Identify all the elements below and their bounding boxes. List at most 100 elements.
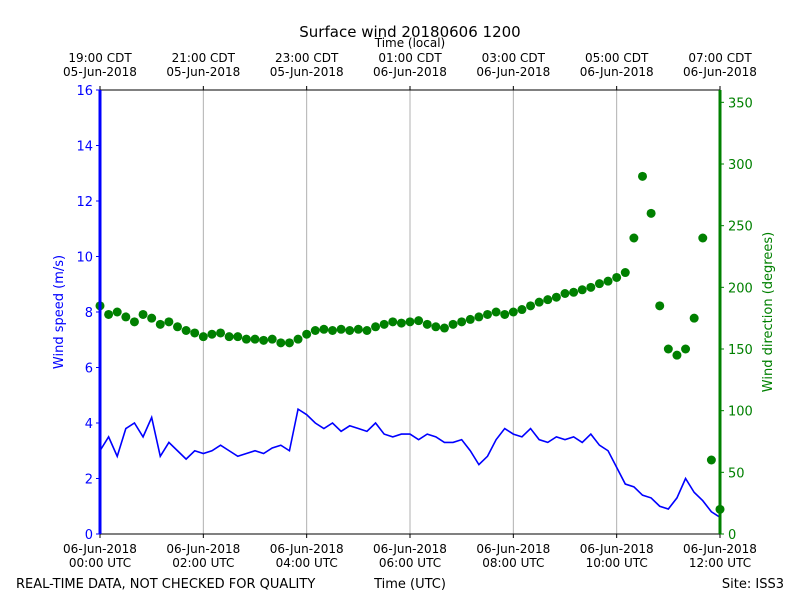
direction-point bbox=[155, 319, 165, 329]
direction-point bbox=[259, 335, 269, 345]
direction-point bbox=[439, 323, 449, 333]
direction-point bbox=[638, 171, 647, 181]
y-tick-label: 14 bbox=[76, 140, 93, 155]
top-x-tick-label: 23:00 CDT 05-Jun-2018 bbox=[270, 51, 344, 79]
y2-tick-label: 100 bbox=[728, 405, 753, 420]
direction-point bbox=[414, 316, 424, 326]
site-label: Site: ISS3 bbox=[722, 577, 784, 592]
direction-point bbox=[336, 324, 346, 334]
top-x-tick-label: 01:00 CDT 06-Jun-2018 bbox=[373, 51, 447, 79]
x-tick-label: 06-Jun-2018 00:00 UTC bbox=[63, 542, 137, 570]
y-tick-label: 10 bbox=[76, 251, 93, 266]
x-tick-label: 06-Jun-2018 04:00 UTC bbox=[270, 542, 344, 570]
direction-point bbox=[181, 326, 191, 335]
direction-point bbox=[594, 279, 604, 289]
x-axis-label: Time (UTC) bbox=[373, 577, 446, 592]
direction-point bbox=[508, 307, 518, 317]
y-tick-label: 6 bbox=[85, 362, 93, 377]
direction-point bbox=[457, 317, 467, 327]
direction-point bbox=[672, 350, 682, 360]
footer-note: REAL-TIME DATA, NOT CHECKED FOR QUALITY bbox=[16, 577, 315, 592]
direction-point bbox=[689, 313, 699, 323]
direction-point bbox=[577, 285, 587, 295]
x-tick-label: 06-Jun-2018 02:00 UTC bbox=[166, 542, 240, 570]
chart-title: Surface wind 20180606 1200 bbox=[299, 23, 520, 41]
y2-axis-label: Wind direction (degrees) bbox=[761, 232, 776, 392]
direction-point bbox=[500, 309, 510, 319]
direction-point bbox=[431, 322, 441, 332]
direction-point bbox=[388, 317, 398, 327]
y-axis-label: Wind speed (m/s) bbox=[52, 255, 67, 369]
direction-point bbox=[655, 301, 665, 311]
direction-point bbox=[328, 326, 337, 335]
direction-point bbox=[173, 322, 182, 332]
direction-point bbox=[698, 233, 708, 243]
direction-point bbox=[560, 289, 570, 298]
direction-point bbox=[112, 307, 122, 317]
direction-point bbox=[465, 314, 475, 324]
direction-point bbox=[646, 208, 656, 218]
direction-point bbox=[198, 332, 208, 342]
top-x-tick-label: 03:00 CDT 06-Jun-2018 bbox=[476, 51, 550, 79]
y-tick-label: 16 bbox=[76, 84, 93, 99]
direction-point bbox=[121, 312, 131, 322]
direction-point bbox=[396, 318, 406, 328]
direction-point bbox=[207, 329, 217, 339]
direction-point bbox=[629, 233, 639, 243]
direction-point bbox=[241, 334, 251, 344]
direction-point bbox=[517, 305, 527, 315]
direction-point bbox=[104, 309, 114, 319]
direction-point bbox=[586, 282, 596, 292]
top-x-tick-label: 07:00 CDT 06-Jun-2018 bbox=[683, 51, 757, 79]
top-x-tick-label: 19:00 CDT 05-Jun-2018 bbox=[63, 51, 137, 79]
direction-point bbox=[706, 455, 716, 465]
y2-tick-label: 200 bbox=[728, 281, 753, 296]
direction-point bbox=[147, 313, 157, 323]
direction-point bbox=[681, 344, 691, 354]
y2-tick-label: 50 bbox=[728, 466, 745, 481]
direction-point bbox=[379, 319, 389, 329]
direction-point bbox=[483, 309, 492, 319]
direction-point bbox=[526, 301, 536, 311]
direction-point bbox=[663, 344, 673, 354]
direction-point bbox=[603, 276, 613, 286]
top-axis-label: Time (local) bbox=[374, 36, 446, 50]
direction-point bbox=[319, 324, 329, 334]
direction-point bbox=[422, 319, 432, 329]
direction-point bbox=[405, 317, 415, 327]
direction-point bbox=[233, 332, 243, 342]
direction-point bbox=[448, 319, 458, 329]
x-tick-label: 06-Jun-2018 12:00 UTC bbox=[683, 542, 757, 570]
top-x-tick-label: 21:00 CDT 05-Jun-2018 bbox=[166, 51, 240, 79]
y-tick-label: 2 bbox=[85, 473, 93, 488]
direction-point bbox=[612, 272, 622, 282]
top-x-tick-label: 05:00 CDT 06-Jun-2018 bbox=[580, 51, 654, 79]
direction-point bbox=[345, 326, 355, 335]
x-tick-label: 06-Jun-2018 06:00 UTC bbox=[373, 542, 447, 570]
direction-point bbox=[534, 297, 544, 307]
direction-point bbox=[129, 317, 139, 327]
direction-point bbox=[284, 338, 294, 348]
direction-point bbox=[551, 292, 561, 302]
direction-point bbox=[293, 334, 303, 344]
y-tick-label: 12 bbox=[76, 195, 93, 210]
direction-point bbox=[250, 334, 260, 344]
x-tick-label: 06-Jun-2018 08:00 UTC bbox=[476, 542, 550, 570]
y2-tick-label: 350 bbox=[728, 96, 753, 111]
direction-point bbox=[216, 328, 226, 338]
direction-point bbox=[267, 334, 277, 344]
direction-point bbox=[362, 326, 372, 335]
y-tick-label: 4 bbox=[85, 417, 93, 432]
direction-point bbox=[302, 329, 312, 339]
direction-point bbox=[224, 332, 234, 342]
direction-point bbox=[190, 328, 200, 338]
y2-tick-label: 0 bbox=[728, 528, 736, 543]
direction-point bbox=[620, 268, 630, 278]
direction-point bbox=[474, 312, 484, 322]
speed-line bbox=[99, 407, 721, 519]
x-tick-label: 06-Jun-2018 10:00 UTC bbox=[580, 542, 654, 570]
y2-tick-label: 150 bbox=[728, 343, 753, 358]
direction-point bbox=[138, 309, 148, 319]
y2-tick-label: 250 bbox=[728, 220, 753, 235]
direction-point bbox=[353, 324, 363, 334]
